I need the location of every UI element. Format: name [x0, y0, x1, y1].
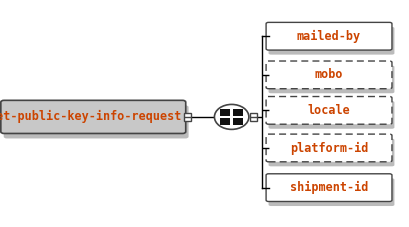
FancyBboxPatch shape — [1, 100, 185, 133]
FancyBboxPatch shape — [265, 22, 391, 50]
Text: mobo: mobo — [314, 68, 342, 81]
FancyBboxPatch shape — [268, 139, 393, 166]
FancyBboxPatch shape — [265, 134, 391, 162]
Text: mailed-by: mailed-by — [296, 30, 360, 43]
FancyBboxPatch shape — [268, 66, 393, 93]
Text: locale: locale — [307, 104, 350, 117]
Text: shipment-id: shipment-id — [289, 181, 367, 194]
Ellipse shape — [214, 104, 248, 129]
Bar — [233, 109, 243, 116]
FancyBboxPatch shape — [4, 105, 188, 138]
Bar — [220, 118, 229, 125]
Bar — [220, 109, 229, 116]
FancyBboxPatch shape — [268, 27, 393, 55]
FancyBboxPatch shape — [265, 61, 391, 89]
Text: get-public-key-info-request: get-public-key-info-request — [0, 110, 182, 123]
FancyBboxPatch shape — [265, 96, 391, 124]
Bar — [183, 113, 191, 121]
FancyBboxPatch shape — [265, 174, 391, 202]
Bar — [249, 113, 257, 121]
Bar — [233, 118, 243, 125]
FancyBboxPatch shape — [268, 101, 393, 129]
Text: platform-id: platform-id — [289, 141, 367, 155]
FancyBboxPatch shape — [268, 178, 393, 206]
